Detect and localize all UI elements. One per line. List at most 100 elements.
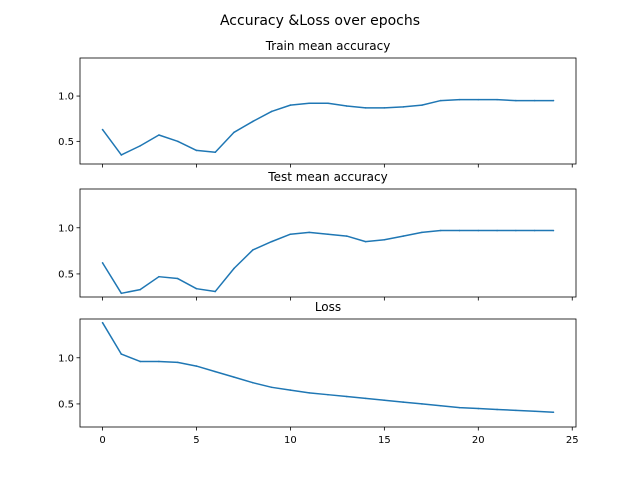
x-tick-label: 10 bbox=[284, 435, 297, 446]
data-point bbox=[552, 229, 555, 232]
axes-frame bbox=[79, 188, 577, 298]
data-point bbox=[252, 381, 254, 384]
y-tick-label: 0.5 bbox=[58, 399, 74, 410]
data-point bbox=[552, 411, 555, 414]
axes-frame bbox=[79, 57, 577, 165]
data-point bbox=[195, 287, 198, 290]
data-point bbox=[439, 229, 442, 232]
subplot-2: 0.5 1.0 Test mean accuracy bbox=[58, 170, 577, 301]
data-point bbox=[515, 409, 517, 412]
data-point bbox=[308, 102, 311, 105]
data-point bbox=[176, 140, 179, 143]
data-point bbox=[515, 229, 517, 232]
data-point bbox=[158, 275, 160, 278]
y-tick-label: 0.5 bbox=[58, 269, 74, 280]
x-tick-label: 20 bbox=[472, 435, 485, 446]
data-point bbox=[421, 104, 423, 106]
y-tick-label: 1.0 bbox=[58, 353, 74, 364]
data-point bbox=[233, 376, 235, 378]
data-point bbox=[214, 370, 217, 373]
data-point bbox=[383, 399, 386, 402]
data-point bbox=[252, 249, 254, 251]
data-point bbox=[270, 240, 273, 243]
data-point bbox=[120, 353, 123, 355]
data-point bbox=[383, 107, 386, 109]
data-point bbox=[477, 407, 480, 410]
data-point bbox=[139, 288, 141, 291]
data-point bbox=[214, 151, 217, 154]
data-point bbox=[421, 403, 423, 405]
data-point bbox=[402, 106, 404, 108]
subplot-title: Loss bbox=[315, 300, 341, 314]
data-point bbox=[477, 229, 480, 232]
data-point bbox=[270, 110, 273, 113]
data-point bbox=[101, 321, 104, 324]
data-point bbox=[458, 229, 461, 232]
data-point bbox=[345, 105, 348, 107]
data-point bbox=[533, 99, 536, 102]
data-point bbox=[364, 240, 367, 243]
x-tick-label: 25 bbox=[566, 435, 579, 446]
x-tick-label: 15 bbox=[378, 435, 391, 446]
data-point bbox=[458, 98, 461, 101]
data-point bbox=[496, 98, 498, 101]
data-point bbox=[439, 404, 442, 407]
figure-suptitle: Accuracy &Loss over epochs bbox=[220, 13, 420, 29]
y-tick-label: 1.0 bbox=[58, 92, 74, 103]
y-tick-label: 1.0 bbox=[58, 223, 74, 234]
data-point bbox=[327, 233, 329, 236]
data-point bbox=[233, 267, 235, 270]
data-point bbox=[195, 149, 198, 152]
data-point bbox=[120, 154, 123, 156]
data-point bbox=[252, 120, 254, 123]
data-point bbox=[139, 145, 141, 147]
data-point bbox=[101, 128, 104, 131]
data-point bbox=[439, 99, 442, 102]
data-point bbox=[289, 233, 292, 236]
data-point bbox=[308, 231, 311, 234]
data-point bbox=[233, 131, 235, 134]
data-point bbox=[327, 102, 329, 105]
data-point bbox=[477, 98, 480, 101]
data-point bbox=[421, 231, 423, 234]
data-point bbox=[158, 360, 160, 363]
data-point bbox=[289, 389, 292, 391]
data-point bbox=[195, 365, 198, 367]
data-point bbox=[496, 408, 498, 411]
subplot-3: 0.5 1.0 0 5 10 15 20 25 Loss bbox=[58, 300, 579, 446]
data-point bbox=[533, 229, 536, 232]
x-tick-label: 5 bbox=[193, 435, 199, 446]
data-point bbox=[552, 99, 555, 102]
data-point bbox=[158, 134, 160, 136]
data-point bbox=[496, 229, 498, 232]
subplot-1: 0.5 1.0 Train mean accuracy bbox=[58, 39, 577, 168]
y-tick-label: 0.5 bbox=[58, 137, 74, 148]
data-point bbox=[289, 104, 292, 106]
data-point bbox=[383, 238, 386, 241]
data-point bbox=[176, 361, 179, 364]
data-point bbox=[176, 277, 179, 280]
data-point bbox=[458, 406, 461, 409]
data-point bbox=[214, 290, 217, 293]
subplots-group: 0.5 1.0 Train mean accuracy 0.5 1.0 Test mean… bbox=[58, 39, 579, 446]
data-point bbox=[139, 360, 141, 363]
data-point bbox=[515, 99, 517, 102]
data-point bbox=[120, 292, 123, 295]
data-point bbox=[345, 395, 348, 398]
data-point bbox=[101, 262, 104, 264]
data-point bbox=[402, 401, 404, 403]
data-point bbox=[345, 235, 348, 237]
data-point bbox=[402, 235, 404, 237]
data-point bbox=[533, 410, 536, 413]
data-point bbox=[270, 386, 273, 389]
data-point bbox=[327, 393, 329, 396]
axes-frame bbox=[79, 318, 577, 428]
subplot-title: Test mean accuracy bbox=[267, 170, 387, 184]
x-tick-label: 0 bbox=[99, 435, 105, 446]
data-point bbox=[308, 392, 311, 394]
data-point bbox=[364, 397, 367, 400]
data-point bbox=[364, 107, 367, 109]
subplot-title: Train mean accuracy bbox=[265, 39, 391, 53]
